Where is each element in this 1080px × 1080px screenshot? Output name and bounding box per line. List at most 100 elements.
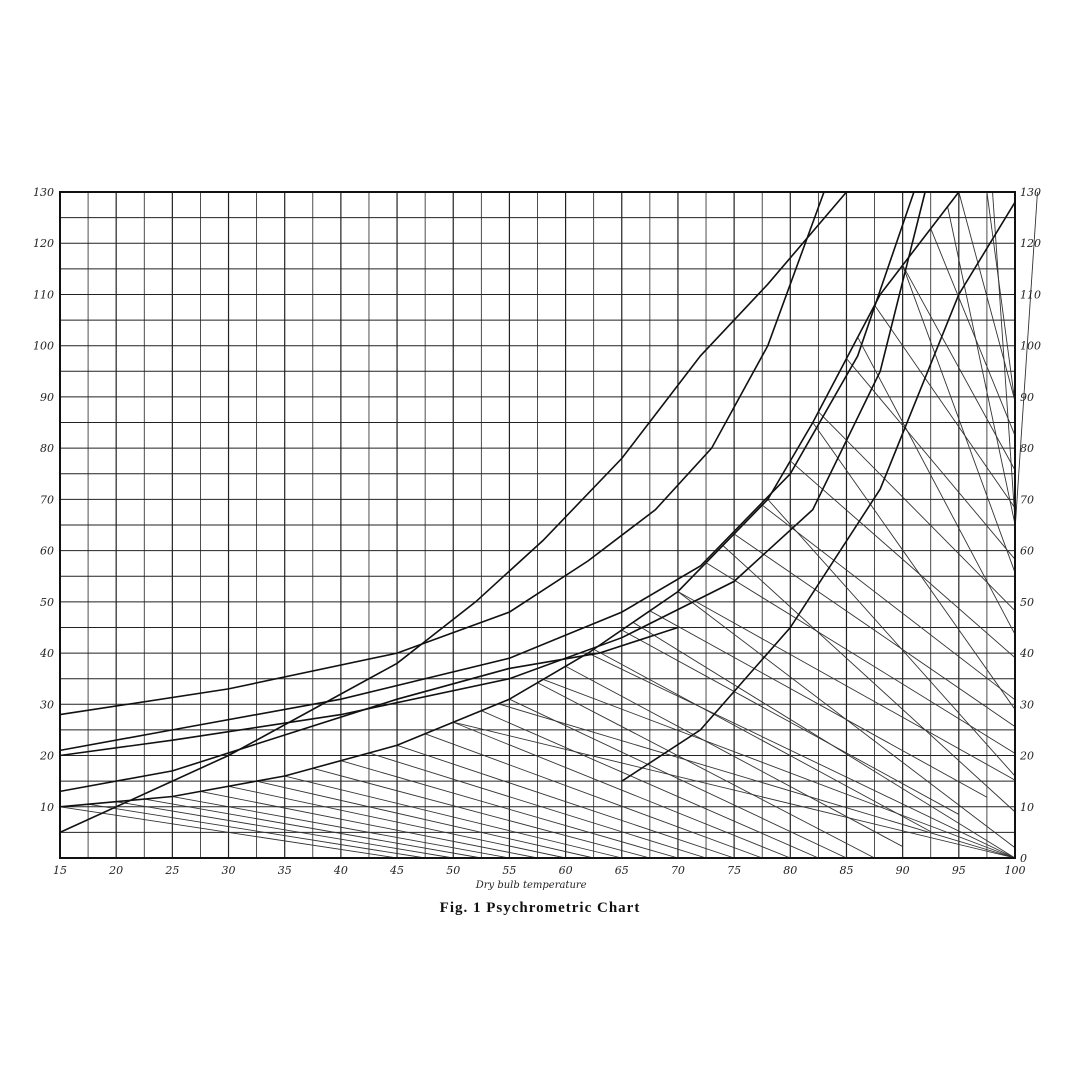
enthalpy-line xyxy=(587,652,1016,859)
x-tick-label: 95 xyxy=(952,864,966,877)
enthalpy-line xyxy=(498,703,1016,859)
wet-bulb-line xyxy=(565,665,903,847)
series-line-7 xyxy=(621,201,1016,782)
enthalpy-line xyxy=(722,545,1016,813)
wet-bulb-line xyxy=(537,682,875,859)
x-tick-labels: 15 20 25 30 35 40 45 50 55 60 65 70 75 80 85 90 95 100 xyxy=(53,864,1026,877)
x-tick-label: 70 xyxy=(671,864,685,877)
y-tick-label-right: 80 xyxy=(1020,442,1034,455)
wet-bulb-line xyxy=(621,629,960,815)
wet-bulb-line xyxy=(453,721,791,859)
y-tick-label-left: 10 xyxy=(40,801,54,814)
x-axis-label: Dry bulb temperature xyxy=(475,880,587,891)
enthalpy-line xyxy=(1014,191,1038,531)
y-tick-label-right: 20 xyxy=(1019,750,1034,763)
y-tick-label-left: 70 xyxy=(40,493,54,506)
plot-frame xyxy=(59,191,1016,859)
y-tick-labels-right: 0 10 20 30 40 50 60 70 80 90 100 110 120 130 xyxy=(1019,186,1041,865)
y-tick-label-left: 80 xyxy=(40,442,54,455)
enthalpy-line xyxy=(542,679,1016,859)
enthalpy-line xyxy=(947,206,1016,525)
enthalpy-line xyxy=(767,499,1016,777)
y-tick-label-right: 10 xyxy=(1020,801,1034,814)
wet-bulb-line xyxy=(256,780,594,859)
y-tick-label-left: 90 xyxy=(40,391,54,404)
y-tick-label-left: 30 xyxy=(40,698,54,711)
wet-bulb-line xyxy=(958,191,1016,402)
enthalpy-line xyxy=(902,265,1016,573)
x-tick-label: 60 xyxy=(559,864,573,877)
x-tick-label: 65 xyxy=(615,864,629,877)
y-tick-label-right: 110 xyxy=(1020,288,1041,301)
x-tick-label: 30 xyxy=(222,864,236,877)
x-tick-label: 15 xyxy=(53,864,67,877)
y-tick-label-right: 130 xyxy=(1020,186,1041,199)
y-tick-label-right: 40 xyxy=(1019,647,1034,660)
wet-bulb-line xyxy=(59,806,398,859)
wet-bulb-line xyxy=(874,304,1016,509)
y-tick-label-left: 110 xyxy=(33,288,54,301)
wet-bulb-line xyxy=(986,191,1016,404)
wet-bulb-line xyxy=(228,785,566,859)
series-line-2 xyxy=(59,191,825,716)
y-tick-label-left: 130 xyxy=(33,186,54,199)
wet-bulb-line xyxy=(368,752,707,859)
wet-bulb-line xyxy=(312,767,650,859)
wet-bulb-line xyxy=(172,796,510,859)
series-line-6 xyxy=(59,626,679,793)
y-tick-labels-left: 10 20 30 40 50 60 70 80 90 100 110 120 130 xyxy=(33,186,54,814)
x-tick-label: 75 xyxy=(727,864,741,877)
wet-bulb-line xyxy=(116,801,454,859)
wet-bulb-line xyxy=(593,648,931,833)
enthalpy-line xyxy=(453,721,1016,859)
wet-bulb-line xyxy=(930,228,1016,436)
wet-bulb-line xyxy=(144,798,482,859)
wet-bulb-line xyxy=(761,504,1016,701)
x-tick-label: 100 xyxy=(1005,864,1026,877)
grid xyxy=(59,191,1016,859)
x-tick-label: 55 xyxy=(502,864,516,877)
y-tick-label-left: 120 xyxy=(33,237,54,250)
y-tick-label-right: 70 xyxy=(1020,493,1034,506)
series xyxy=(59,191,1016,834)
y-tick-label-left: 20 xyxy=(39,750,54,763)
x-tick-label: 45 xyxy=(389,864,404,877)
x-tick-label: 40 xyxy=(333,864,348,877)
series-line-4 xyxy=(59,191,915,752)
wet-bulb-line xyxy=(200,790,538,859)
y-tick-label-right: 50 xyxy=(1020,596,1034,609)
wet-bulb-line xyxy=(649,610,988,798)
wet-bulb-line xyxy=(789,460,1016,659)
series-line-5 xyxy=(59,191,926,757)
series-line-3 xyxy=(59,191,848,834)
wet-bulb-line xyxy=(705,562,1016,754)
wet-bulb-line xyxy=(733,533,1016,727)
enthalpy-line xyxy=(857,336,1016,635)
wet-bulb-line xyxy=(481,710,819,859)
y-tick-label-right: 120 xyxy=(1020,237,1041,250)
enthalpy-line xyxy=(632,621,1016,859)
wet-bulb-line xyxy=(818,411,1016,611)
figure-caption: Fig. 1 Psychrometric Chart xyxy=(440,900,641,916)
x-tick-label: 90 xyxy=(896,864,910,877)
x-tick-label: 20 xyxy=(108,864,123,877)
y-tick-label-left: 60 xyxy=(40,545,54,558)
series-line-1 xyxy=(59,191,960,808)
wet-bulb-line xyxy=(340,760,679,859)
y-tick-label-left: 40 xyxy=(39,647,54,660)
x-tick-label: 25 xyxy=(164,864,179,877)
y-tick-label-right: 60 xyxy=(1020,545,1034,558)
y-tick-label-right: 0 xyxy=(1020,852,1027,865)
wet-bulb-line xyxy=(88,803,426,859)
hatch-lines xyxy=(59,191,1038,859)
y-tick-label-right: 30 xyxy=(1020,698,1034,711)
wet-bulb-line xyxy=(284,775,622,859)
y-tick-label-left: 50 xyxy=(40,596,54,609)
wet-bulb-line xyxy=(846,358,1016,560)
enthalpy-line xyxy=(812,422,1016,710)
wet-bulb-line xyxy=(396,744,735,859)
y-tick-label-right: 100 xyxy=(1020,340,1041,353)
enthalpy-line xyxy=(677,591,1016,849)
x-tick-label: 85 xyxy=(839,864,853,877)
